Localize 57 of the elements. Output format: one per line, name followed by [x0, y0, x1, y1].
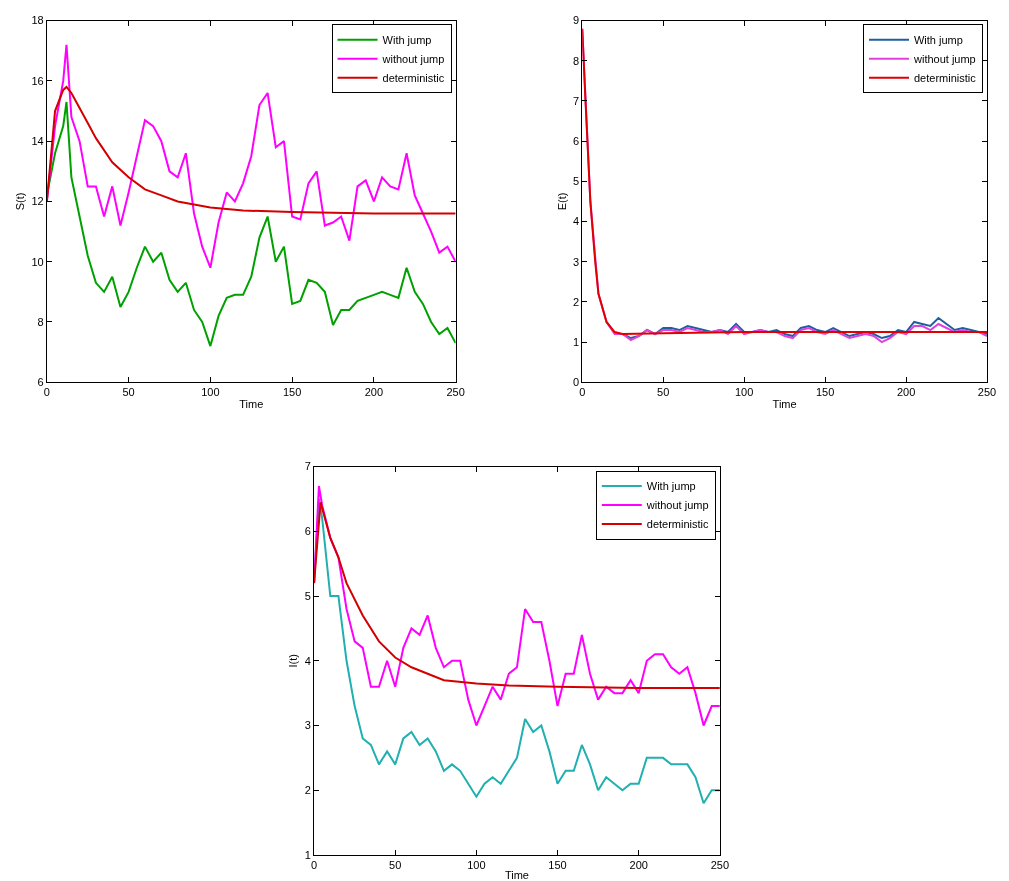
x-tick-label: 100: [734, 386, 754, 399]
y-tick-label: 1: [304, 848, 311, 861]
x-tick-label: 250: [977, 386, 997, 399]
x-tick-label: 200: [629, 859, 648, 872]
x-tick-label: 50: [657, 386, 670, 399]
y-tick-label: 7: [572, 94, 580, 107]
y-tick-label: 5: [304, 589, 311, 602]
x-tick-label: 150: [282, 386, 302, 399]
y-tick-label: 6: [572, 135, 580, 148]
y-tick-label: 4: [572, 215, 580, 228]
legend-label: without jump: [381, 53, 445, 66]
x-tick-label: 150: [815, 386, 835, 399]
legend-label: With jump: [646, 480, 696, 493]
line-series: [46, 101, 456, 348]
x-tick-label: 200: [364, 386, 384, 399]
x-axis-title: Time: [772, 397, 797, 410]
legend-label: deterministic: [913, 72, 977, 85]
x-tick-label: 100: [467, 859, 486, 872]
x-tick-label: 250: [710, 859, 730, 872]
y-tick-label: 6: [37, 376, 44, 389]
y-tick-label: 18: [31, 14, 44, 27]
y-tick-label: 3: [572, 255, 580, 268]
x-axis-title: Time: [239, 397, 264, 410]
legend-label: without jump: [645, 499, 709, 512]
y-tick-label: 1: [572, 335, 580, 348]
x-tick-label: 50: [389, 859, 402, 872]
y-tick-label: 8: [37, 315, 44, 328]
legend-label: without jump: [912, 53, 976, 66]
legend-label: deterministic: [382, 72, 445, 85]
y-tick-label: 4: [304, 654, 311, 667]
x-axis-title: Time: [504, 869, 529, 881]
y-tick-label: 10: [31, 255, 44, 268]
x-tick-label: 200: [896, 386, 916, 399]
y-tick-label: 6: [304, 525, 311, 538]
x-tick-label: 50: [122, 386, 135, 399]
y-tick-label: 8: [572, 54, 580, 67]
y-tick-label: 16: [31, 74, 44, 87]
legend-label: With jump: [382, 34, 432, 47]
line-series: [314, 501, 720, 689]
x-tick-label: 100: [201, 386, 220, 399]
x-tick-label: 250: [446, 386, 465, 399]
y-axis-title: I(t): [287, 654, 300, 668]
y-tick-label: 14: [31, 135, 44, 148]
y-tick-label: 0: [572, 376, 580, 389]
y-axis-title: S(t): [14, 192, 27, 211]
x-tick-label: 150: [548, 859, 567, 872]
y-tick-label: 3: [304, 719, 311, 732]
y-tick-label: 5: [572, 175, 580, 188]
legend-label: deterministic: [646, 518, 710, 531]
y-tick-label: 9: [572, 14, 580, 27]
legend-label: With jump: [913, 34, 963, 47]
y-tick-label: 2: [572, 295, 580, 308]
line-series: [46, 85, 456, 215]
y-tick-label: 2: [304, 784, 311, 797]
y-tick-label: 12: [31, 195, 44, 208]
y-tick-label: 7: [304, 460, 311, 473]
y-axis-title: E(t): [555, 192, 568, 211]
